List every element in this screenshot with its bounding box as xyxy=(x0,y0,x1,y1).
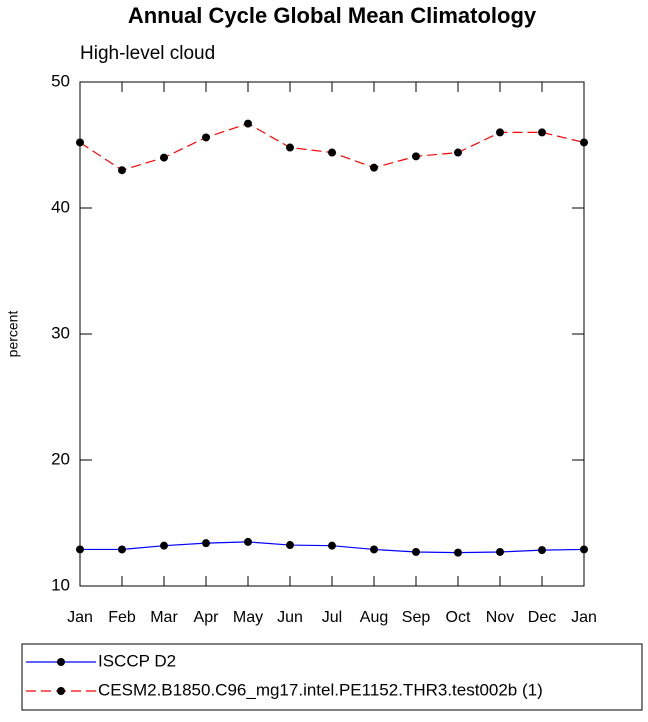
data-point xyxy=(76,545,84,554)
data-point xyxy=(202,133,210,142)
x-tick-label: Dec xyxy=(528,609,556,626)
data-point xyxy=(370,545,378,554)
plot-frame xyxy=(79,81,585,587)
data-point xyxy=(286,541,294,550)
data-point xyxy=(412,152,420,161)
data-point xyxy=(580,545,588,554)
legend-label: ISCCP D2 xyxy=(98,651,176,670)
data-point xyxy=(202,539,210,548)
data-point xyxy=(76,138,84,147)
chart-title: Annual Cycle Global Mean Climatology xyxy=(128,3,537,28)
x-tick-label: Jun xyxy=(277,609,303,626)
data-point xyxy=(370,163,378,172)
y-tick-label: 40 xyxy=(51,197,70,216)
x-tick-label: May xyxy=(233,609,263,626)
data-point xyxy=(496,547,504,556)
data-point xyxy=(244,119,252,128)
x-tick-label: Jul xyxy=(322,609,342,626)
x-tick-label: Mar xyxy=(150,609,178,626)
y-axis-label: percent xyxy=(5,311,21,358)
legend-marker xyxy=(57,658,65,666)
y-tick-label: 30 xyxy=(51,323,70,342)
y-tick-label: 10 xyxy=(51,575,70,594)
data-point xyxy=(160,153,168,162)
series-line xyxy=(79,122,585,171)
data-point xyxy=(538,128,546,137)
data-point xyxy=(580,138,588,147)
data-point xyxy=(328,148,336,157)
legend-box xyxy=(21,643,643,711)
data-point xyxy=(328,541,336,550)
data-point xyxy=(244,537,252,546)
legend-label: CESM2.B1850.C96_mg17.intel.PE1152.THR3.t… xyxy=(98,680,543,699)
data-point xyxy=(454,548,462,557)
data-point xyxy=(412,547,420,556)
x-tick-label: Jan xyxy=(67,609,93,626)
x-tick-label: Apr xyxy=(194,609,220,626)
x-tick-label: Oct xyxy=(446,609,471,626)
data-point xyxy=(538,546,546,555)
x-tick-label: Nov xyxy=(486,609,514,626)
data-point xyxy=(118,166,126,175)
y-tick-label: 50 xyxy=(51,71,70,90)
data-point xyxy=(496,128,504,137)
y-tick-label: 20 xyxy=(51,449,70,468)
chart-subtitle: High-level cloud xyxy=(80,43,215,64)
x-tick-label: Feb xyxy=(108,609,136,626)
legend-marker xyxy=(57,687,65,695)
x-tick-label: Sep xyxy=(402,609,431,626)
x-tick-label: Aug xyxy=(360,609,388,626)
data-point xyxy=(286,143,294,152)
data-point xyxy=(118,545,126,554)
data-point xyxy=(454,148,462,157)
data-point xyxy=(160,541,168,550)
x-tick-label: Jan xyxy=(571,609,597,626)
